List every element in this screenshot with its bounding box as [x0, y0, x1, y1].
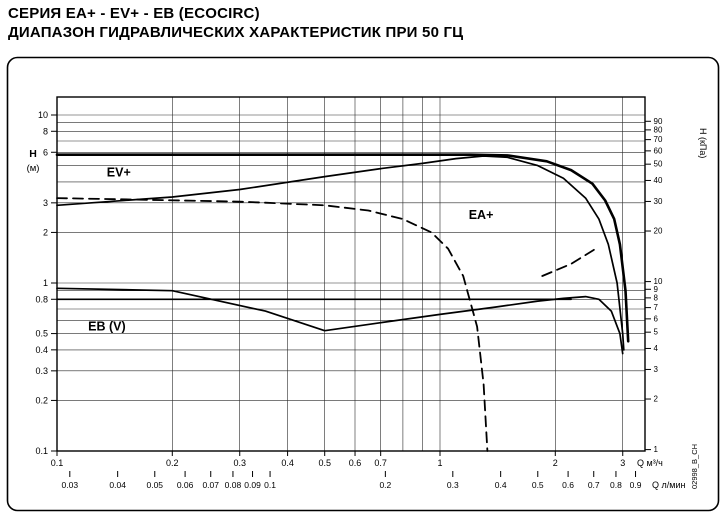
y-right-tick-label: 60: [654, 146, 663, 155]
x-tick-label: 0.5: [318, 458, 331, 468]
y-left-tick-label: 0.5: [35, 329, 48, 339]
x2-tick-label: 0.5: [532, 480, 544, 490]
curve-ea-plus-min-boundary: [541, 247, 597, 277]
x-tick-label: 0.3: [233, 458, 246, 468]
x2-tick-label: 0.07: [202, 480, 219, 490]
y-right-tick-label: 8: [654, 293, 659, 302]
y-right-tick-label: 4: [654, 344, 659, 353]
y-left-tick-label: 8: [43, 126, 48, 136]
y-right-tick-label: 6: [654, 314, 659, 323]
y-right-tick-label: 20: [654, 227, 663, 236]
x2-tick-label: 0.04: [109, 480, 126, 490]
y-right-tick-label: 40: [654, 176, 663, 185]
y-left-tick-label: 2: [43, 227, 48, 237]
y-left-tick-label: 0.3: [35, 366, 48, 376]
y-left-tick-label: 6: [43, 147, 48, 157]
side-code-text: 02998_B_CH: [690, 444, 699, 489]
x2-tick-label: 0.1: [264, 480, 276, 490]
x-tick-label: 2: [553, 458, 558, 468]
y-left-axis-unit: H: [29, 148, 37, 160]
x-tick-label: 0.6: [349, 458, 362, 468]
y-right-tick-label: 50: [654, 160, 663, 169]
x2-tick-label: 0.09: [244, 480, 261, 490]
y-left-tick-label: 1: [43, 278, 48, 288]
y-right-tick-label: 10: [654, 277, 663, 286]
y-left-tick-label: 10: [38, 110, 48, 120]
y-right-tick-label: 70: [654, 135, 663, 144]
y-left-tick-label: 3: [43, 198, 48, 208]
y-right-tick-label: 2: [654, 395, 659, 404]
x-tick-label: 3: [620, 458, 625, 468]
x-tick-label: 0.1: [51, 458, 64, 468]
x2-tick-label: 0.7: [588, 480, 600, 490]
curve-ev-plus-min-boundary: [56, 197, 489, 452]
x2-tick-label: 0.2: [379, 480, 391, 490]
y-left-axis-unit: (м): [27, 163, 40, 174]
title-series-line: СЕРИЯ EA+ - EV+ - EB (ECOCIRC): [8, 5, 260, 22]
x2-tick-label: 0.9: [630, 480, 642, 490]
x-axis-unit-primary: Q м³/ч: [637, 458, 663, 468]
x2-tick-label: 0.6: [562, 480, 574, 490]
y-right-tick-label: 1: [654, 445, 659, 454]
y-right-tick-label: 3: [654, 365, 659, 374]
zone-label-EA+: EA+: [469, 208, 494, 222]
curve-ev-plus-max-envelope: [55, 153, 630, 343]
y-right-tick-label: 80: [654, 125, 663, 134]
y-right-tick-label: 9: [654, 285, 659, 294]
y-left-tick-label: 0.4: [35, 345, 48, 355]
y-left-tick-label: 0.1: [35, 446, 48, 456]
x2-tick-label: 0.06: [177, 480, 194, 490]
x2-tick-label: 0.05: [146, 480, 163, 490]
x-axis-unit-secondary: Q л/мин: [652, 480, 685, 490]
x-tick-label: 0.2: [166, 458, 179, 468]
x2-tick-label: 0.08: [225, 480, 242, 490]
curve-ea-plus-max: [56, 155, 625, 351]
plot-border: [56, 96, 646, 452]
y-right-axis-unit: H (кПа): [698, 128, 708, 158]
title-subtitle-line: ДИАПАЗОН ГИДРАВЛИЧЕСКИХ ХАРАКТЕРИСТИК ПР…: [8, 24, 464, 41]
x-tick-label: 0.7: [374, 458, 387, 468]
y-right-tick-label: 90: [654, 117, 663, 126]
chart-frame-border: [6, 56, 720, 512]
x2-tick-label: 0.4: [495, 480, 507, 490]
x2-tick-label: 0.3: [447, 480, 459, 490]
x-tick-label: 0.4: [281, 458, 294, 468]
y-right-tick-label: 30: [654, 197, 663, 206]
x-tick-label: 1: [437, 458, 442, 468]
y-left-tick-label: 0.8: [35, 294, 48, 304]
page-title: СЕРИЯ EA+ - EV+ - EB (ECOCIRC) ДИАПАЗОН …: [8, 4, 463, 42]
zone-label-EV+: EV+: [107, 166, 131, 180]
y-left-tick-label: 0.2: [35, 395, 48, 405]
zone-label-EB-V: EB (V): [88, 320, 126, 334]
y-right-tick-label: 5: [654, 328, 659, 337]
curve-eb-max: [56, 287, 624, 355]
y-right-tick-label: 7: [654, 303, 659, 312]
x2-tick-label: 0.8: [610, 480, 622, 490]
x2-tick-label: 0.03: [62, 480, 79, 490]
